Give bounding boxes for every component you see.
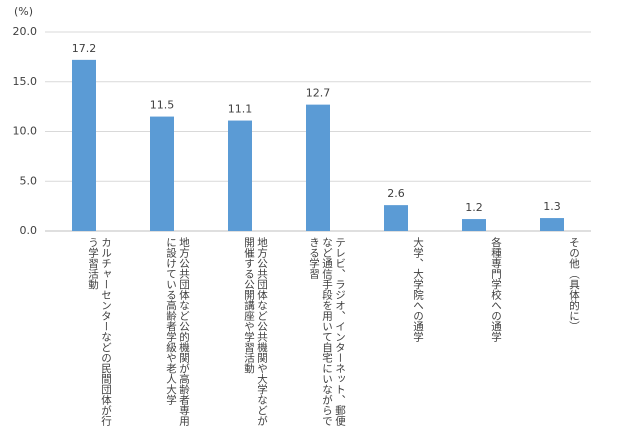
x-tick-label: 各種専門学校への通学 xyxy=(490,237,502,342)
y-tick-label: 15.0 xyxy=(13,75,38,88)
value-label: 11.1 xyxy=(228,103,253,116)
bar xyxy=(228,120,252,231)
y-tick-label: 0.0 xyxy=(20,224,38,237)
x-tick-label: テレビ、ラジオ、インターネット、郵便など通信手段を用いて自宅にいながらできる学習 xyxy=(308,237,346,426)
x-tick-label: 地方公共団体など公的機関が高齢者専用に設けている高齢者学級や老人大学 xyxy=(165,237,190,426)
x-tick-label: 地方公共団体など公共機関や大学などが開催する公開講座や学習活動 xyxy=(243,237,268,426)
x-tick-label: その他（具体的に） xyxy=(568,237,580,332)
bar xyxy=(462,219,486,231)
y-axis-label: (%) xyxy=(14,5,33,18)
value-label: 1.3 xyxy=(543,200,561,213)
bar xyxy=(150,116,174,231)
bar xyxy=(306,104,330,231)
bar xyxy=(384,205,408,231)
value-label: 2.6 xyxy=(387,187,405,200)
value-label: 1.2 xyxy=(465,201,483,214)
bar xyxy=(72,59,96,231)
x-tick-label: カルチャーセンターなどの民間団体が行う学習活動 xyxy=(87,237,112,426)
value-label: 17.2 xyxy=(72,42,97,55)
y-tick-label: 5.0 xyxy=(20,174,38,187)
y-tick-label: 20.0 xyxy=(13,25,38,38)
bar xyxy=(540,218,564,231)
x-tick-label: 大学、大学院への通学 xyxy=(412,237,424,342)
y-tick-label: 10.0 xyxy=(13,125,38,138)
value-label: 12.7 xyxy=(306,87,331,100)
value-label: 11.5 xyxy=(150,99,175,112)
